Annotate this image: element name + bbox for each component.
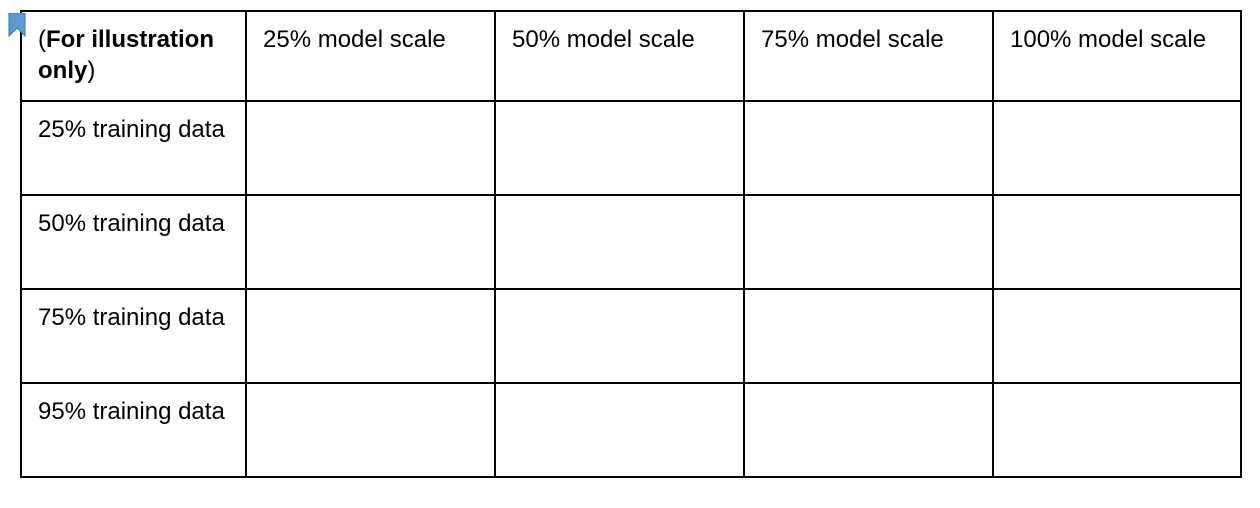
scaling-table: (For illustration only) 25% model scale … [20, 10, 1242, 478]
row-label: 25% training data [21, 101, 246, 195]
table-cell [246, 195, 495, 289]
col-header-25: 25% model scale [246, 11, 495, 101]
table-row: 95% training data [21, 383, 1241, 477]
table-row: 75% training data [21, 289, 1241, 383]
corner-open-paren: ( [38, 26, 46, 53]
table-cell [495, 289, 744, 383]
table-cell [246, 289, 495, 383]
table-cell [993, 383, 1241, 477]
table-cell [744, 195, 993, 289]
page: (For illustration only) 25% model scale … [0, 0, 1260, 508]
table-cell [246, 101, 495, 195]
row-label: 75% training data [21, 289, 246, 383]
corner-cell: (For illustration only) [21, 11, 246, 101]
table-cell [495, 383, 744, 477]
corner-close-paren: ) [87, 57, 95, 84]
table-row: 25% training data [21, 101, 1241, 195]
table-cell [246, 383, 495, 477]
row-label: 50% training data [21, 195, 246, 289]
table-cell [993, 289, 1241, 383]
corner-bold-text: For illustration only [38, 26, 214, 84]
table-cell [744, 101, 993, 195]
col-header-100: 100% model scale [993, 11, 1241, 101]
table-row: 50% training data [21, 195, 1241, 289]
table-cell [495, 195, 744, 289]
col-header-50: 50% model scale [495, 11, 744, 101]
table-cell [495, 101, 744, 195]
table-cell [993, 195, 1241, 289]
table-cell [993, 101, 1241, 195]
bookmark-icon [8, 13, 26, 37]
row-label: 95% training data [21, 383, 246, 477]
table-header-row: (For illustration only) 25% model scale … [21, 11, 1241, 101]
table-cell [744, 289, 993, 383]
col-header-75: 75% model scale [744, 11, 993, 101]
table-cell [744, 383, 993, 477]
